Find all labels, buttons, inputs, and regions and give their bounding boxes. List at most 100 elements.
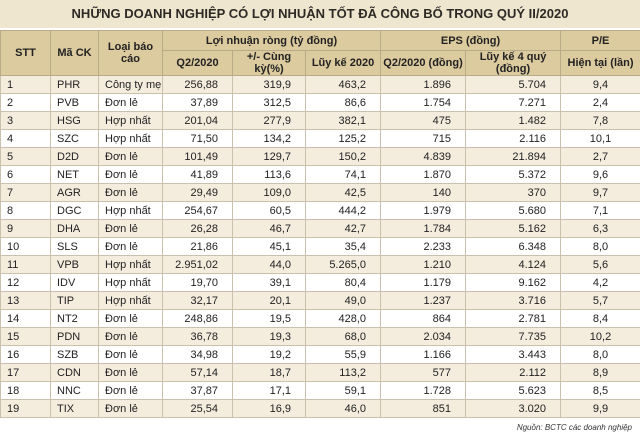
table-cell: Đơn lẻ	[99, 166, 163, 184]
table-cell: 41,89	[163, 166, 233, 184]
table-cell: 125,2	[306, 130, 381, 148]
table-cell: 4,2	[561, 274, 640, 292]
table-cell: Đơn lẻ	[99, 400, 163, 418]
table-cell: 44,0	[233, 256, 306, 274]
table-cell: 134,2	[233, 130, 306, 148]
table-cell: 8,4	[561, 310, 640, 328]
table-cell: 7,1	[561, 202, 640, 220]
table-cell: 19,2	[233, 346, 306, 364]
table-cell: 1.166	[381, 346, 466, 364]
table-cell: TIX	[51, 400, 99, 418]
table-cell: Đơn lẻ	[99, 382, 163, 400]
table-cell: 3.443	[466, 346, 561, 364]
table-cell: 201,04	[163, 112, 233, 130]
table-cell: Đơn lẻ	[99, 148, 163, 166]
header-cell: Lũy kế 2020	[306, 51, 381, 76]
table-cell: 7.735	[466, 328, 561, 346]
table-cell: 444,2	[306, 202, 381, 220]
table-cell: 2.233	[381, 238, 466, 256]
table-cell: 36,78	[163, 328, 233, 346]
table-cell: 14	[1, 310, 51, 328]
table-cell: 46,0	[306, 400, 381, 418]
table-cell: 4.839	[381, 148, 466, 166]
table-cell: 1.210	[381, 256, 466, 274]
table-cell: NT2	[51, 310, 99, 328]
table-cell: Đơn lẻ	[99, 94, 163, 112]
table-cell: Hợp nhất	[99, 274, 163, 292]
table-cell: 60,5	[233, 202, 306, 220]
table-cell: 19,5	[233, 310, 306, 328]
table-cell: 140	[381, 184, 466, 202]
table-cell: 5,7	[561, 292, 640, 310]
table-cell: PHR	[51, 76, 99, 94]
table-cell: 3.020	[466, 400, 561, 418]
table-cell: 5.162	[466, 220, 561, 238]
table-cell: 35,4	[306, 238, 381, 256]
table-cell: 10,1	[561, 130, 640, 148]
table-cell: 1.870	[381, 166, 466, 184]
table-cell: 55,9	[306, 346, 381, 364]
table-cell: 12	[1, 274, 51, 292]
table-cell: 16,9	[233, 400, 306, 418]
table-cell: 37,89	[163, 94, 233, 112]
table-cell: 370	[466, 184, 561, 202]
table-cell: 2.951,02	[163, 256, 233, 274]
table-cell: Hợp nhất	[99, 256, 163, 274]
table-cell: 25,54	[163, 400, 233, 418]
table-cell: 101,49	[163, 148, 233, 166]
table-cell: 6	[1, 166, 51, 184]
table-cell: 577	[381, 364, 466, 382]
table-cell: CDN	[51, 364, 99, 382]
table-cell: 17,1	[233, 382, 306, 400]
table-cell: DGC	[51, 202, 99, 220]
table-cell: SZB	[51, 346, 99, 364]
table-cell: NNC	[51, 382, 99, 400]
table-cell: 37,87	[163, 382, 233, 400]
table-cell: 39,1	[233, 274, 306, 292]
table-cell: 19,3	[233, 328, 306, 346]
table-cell: 5.623	[466, 382, 561, 400]
header-cell: +/- Cùng kỳ(%)	[233, 51, 306, 76]
table-cell: 5.680	[466, 202, 561, 220]
title: NHỮNG DOANH NGHIỆP CÓ LỢI NHUẬN TỐT ĐÃ C…	[0, 0, 640, 28]
table-cell: Đơn lẻ	[99, 364, 163, 382]
table-cell: 5,6	[561, 256, 640, 274]
table-cell: 86,6	[306, 94, 381, 112]
table-cell: 57,14	[163, 364, 233, 382]
table-cell: Hợp nhất	[99, 202, 163, 220]
table-cell: Đơn lẻ	[99, 238, 163, 256]
table-cell: 1.979	[381, 202, 466, 220]
table-cell: 1.784	[381, 220, 466, 238]
table-cell: 2.781	[466, 310, 561, 328]
table-cell: 248,86	[163, 310, 233, 328]
table-cell: 7	[1, 184, 51, 202]
table-cell: NET	[51, 166, 99, 184]
table-cell: 2.116	[466, 130, 561, 148]
table-cell: 8,0	[561, 238, 640, 256]
table-cell: 428,0	[306, 310, 381, 328]
table-cell: 1	[1, 76, 51, 94]
table-cell: 2.034	[381, 328, 466, 346]
table-cell: HSG	[51, 112, 99, 130]
header-cell: Lợi nhuận ròng (tỷ đồng)	[163, 31, 381, 51]
table-cell: 1.754	[381, 94, 466, 112]
table-cell: 29,49	[163, 184, 233, 202]
table-cell: 113,2	[306, 364, 381, 382]
table-cell: Đơn lẻ	[99, 328, 163, 346]
table-cell: 71,50	[163, 130, 233, 148]
header-cell: P/E	[561, 31, 640, 51]
table-cell: 9,4	[561, 76, 640, 94]
table-cell: 17	[1, 364, 51, 382]
